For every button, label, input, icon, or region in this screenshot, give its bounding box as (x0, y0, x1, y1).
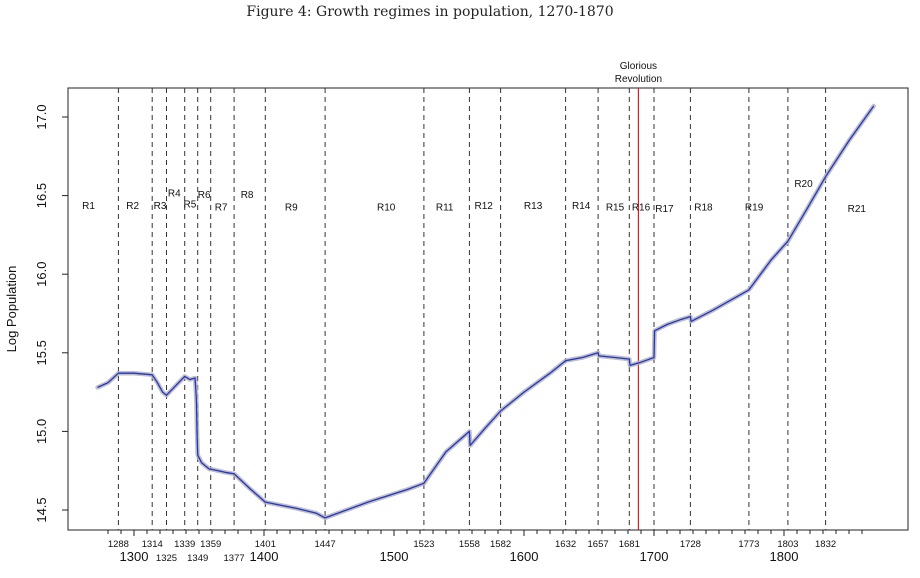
regime-label-r5: R5 (184, 199, 197, 210)
regime-label-r7: R7 (215, 203, 228, 214)
y-tick-label-3: 16.0 (34, 262, 49, 287)
regime-break-lines (117, 88, 827, 530)
x-break-label-1558: 1558 (459, 539, 480, 550)
x-break-label-1401: 1401 (255, 539, 276, 550)
regime-label-r16: R16 (632, 203, 651, 214)
event-line: Glorious Revolution (615, 61, 662, 530)
x-break-label-1288: 1288 (108, 539, 129, 550)
x-break-label-1447: 1447 (315, 539, 336, 550)
series-smoothed-band-0 (95, 103, 876, 521)
x-break-label-1681: 1681 (619, 539, 640, 550)
regime-label-r3: R3 (154, 201, 167, 212)
x-break-label-1523: 1523 (413, 539, 434, 550)
x-axis: 1300 1400 1500 1600 1700 1800 1288 1314 1325 1339… (107, 530, 863, 564)
x-major-label-1800: 1800 (770, 549, 799, 564)
plot-border (67, 87, 909, 531)
regime-label-r20: R20 (794, 179, 813, 190)
regime-label-r18: R18 (694, 203, 713, 214)
regime-label-r1: R1 (82, 201, 95, 212)
x-major-label-1400: 1400 (250, 549, 279, 564)
regime-label-r17: R17 (655, 204, 674, 215)
plot-frame (67, 87, 909, 531)
y-tick-label-4: 16.5 (34, 183, 49, 208)
x-major-label-1600: 1600 (510, 549, 539, 564)
figure-title: Figure 4: Growth regimes in population, … (246, 4, 614, 20)
x-break-label-1377: 1377 (224, 553, 245, 564)
x-break-label-1657: 1657 (588, 539, 609, 550)
regime-label-r15: R15 (606, 203, 625, 214)
y-tick-label-5: 17.0 (34, 104, 49, 129)
x-break-label-1832: 1832 (815, 539, 836, 550)
y-axis-label: Log Population (4, 266, 19, 353)
y-tick-label-1: 15.0 (34, 419, 49, 444)
regime-label-r12: R12 (475, 201, 494, 212)
event-label-line2: Revolution (615, 74, 662, 85)
regime-label-r9: R9 (285, 203, 298, 214)
y-tick-label-0: 14.5 (34, 497, 49, 522)
y-axis: 14.5 15.0 15.5 16.0 16.5 17.0 Log Population (4, 104, 68, 523)
event-label-line1: Glorious (620, 61, 657, 72)
x-major-label-1700: 1700 (640, 549, 669, 564)
regime-label-r13: R13 (524, 201, 543, 212)
series-line-0 (97, 105, 875, 519)
x-break-label-1325: 1325 (156, 553, 177, 564)
series-layer (95, 103, 876, 521)
regime-label-r10: R10 (377, 203, 396, 214)
regime-label-r4: R4 (168, 188, 181, 199)
regime-label-r21: R21 (848, 204, 867, 215)
x-major-label-1500: 1500 (380, 549, 409, 564)
x-break-label-1314: 1314 (142, 539, 163, 550)
x-break-label-1339: 1339 (174, 539, 195, 550)
regime-label-r11: R11 (436, 203, 454, 214)
x-break-label-1349: 1349 (187, 553, 208, 564)
x-break-label-1632: 1632 (555, 539, 576, 550)
regime-label-r19: R19 (745, 203, 764, 214)
x-break-label-1773: 1773 (738, 539, 759, 550)
x-break-label-1359: 1359 (200, 539, 221, 550)
regime-label-r2: R2 (126, 201, 139, 212)
regime-label-r6: R6 (198, 190, 211, 201)
regime-label-r14: R14 (572, 201, 591, 212)
regime-label-r8: R8 (241, 190, 254, 201)
x-break-label-1582: 1582 (490, 539, 511, 550)
x-major-label-1300: 1300 (120, 549, 149, 564)
y-tick-label-2: 15.5 (34, 340, 49, 365)
x-break-label-1728: 1728 (680, 539, 701, 550)
x-break-label-1803: 1803 (777, 539, 798, 550)
